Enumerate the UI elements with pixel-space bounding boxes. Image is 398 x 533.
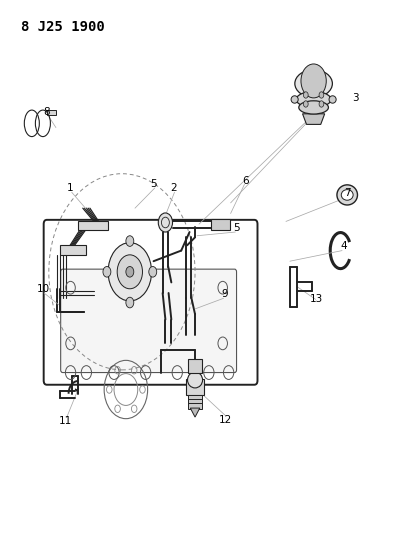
Circle shape [303,101,308,107]
Text: 4: 4 [340,241,347,252]
Bar [188,395,202,400]
Circle shape [126,266,134,277]
Text: 3: 3 [352,93,359,103]
Circle shape [301,64,326,98]
Text: 9: 9 [221,289,228,299]
Text: 6: 6 [242,175,249,185]
Polygon shape [302,114,325,124]
Bar [188,359,202,373]
Ellipse shape [341,190,353,200]
FancyBboxPatch shape [60,269,236,373]
Text: 5: 5 [233,223,240,233]
Ellipse shape [187,372,203,388]
Circle shape [126,297,134,308]
Text: 8: 8 [43,107,50,117]
Circle shape [319,101,324,107]
Ellipse shape [329,96,336,103]
Circle shape [117,255,142,289]
Bar [78,221,108,230]
Circle shape [319,92,324,98]
Circle shape [103,266,111,277]
Text: 11: 11 [59,416,72,426]
Bar [188,403,202,409]
Circle shape [149,266,157,277]
Ellipse shape [296,92,331,108]
Bar [211,219,230,230]
Text: 5: 5 [150,179,157,189]
Ellipse shape [295,70,332,98]
Text: 10: 10 [36,284,49,294]
Text: 12: 12 [219,415,232,425]
Text: 7: 7 [344,188,351,198]
Ellipse shape [291,96,298,103]
Text: 13: 13 [310,294,324,304]
Bar [188,399,202,405]
Circle shape [108,243,152,301]
Text: 2: 2 [170,183,177,193]
Circle shape [158,213,172,232]
Bar [60,245,86,255]
FancyBboxPatch shape [44,220,258,385]
Text: 1: 1 [67,183,74,193]
Ellipse shape [337,185,357,205]
Ellipse shape [299,101,328,114]
Bar [47,110,56,115]
Circle shape [126,236,134,246]
Bar [186,379,204,395]
Text: 8 J25 1900: 8 J25 1900 [21,20,105,34]
Polygon shape [190,408,200,417]
Circle shape [303,92,308,98]
